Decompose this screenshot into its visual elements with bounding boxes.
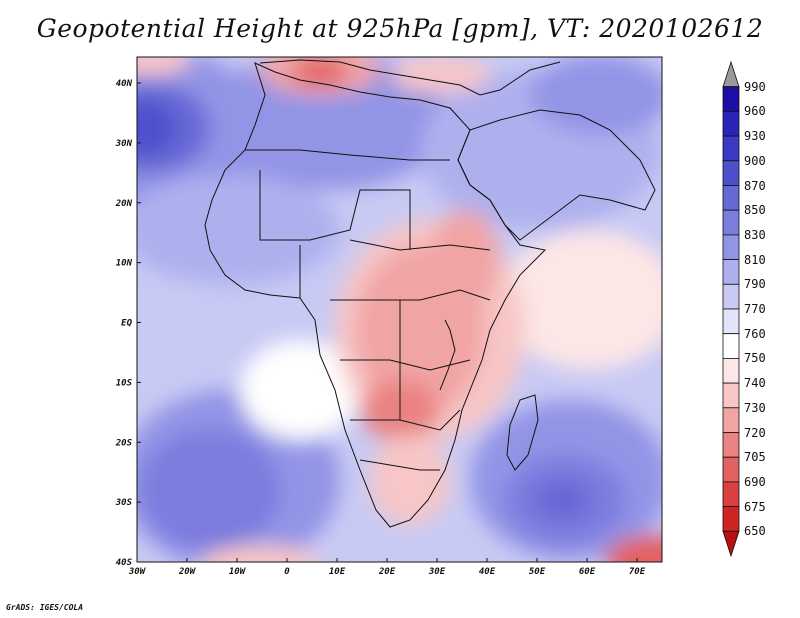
colorbar-swatch — [722, 407, 740, 433]
x-tick-label: 0 — [284, 567, 290, 577]
y-tick-label: 40S — [116, 558, 133, 568]
grads-credit: GrADS: IGES/COLA — [6, 603, 84, 612]
colorbar-label: 790 — [744, 277, 766, 292]
colorbar-swatch — [722, 86, 740, 112]
y-tick-label: 40N — [116, 79, 133, 89]
colorbar-label: 750 — [744, 351, 766, 366]
x-tick-label: 40E — [479, 567, 496, 577]
colorbar-label: 720 — [744, 425, 766, 440]
height-field — [137, 57, 662, 562]
x-tick-label: 60E — [579, 567, 596, 577]
x-tick-label: 30E — [428, 567, 446, 577]
colorbar-swatch — [722, 432, 740, 458]
colorbar-swatch — [722, 481, 740, 507]
plot-frame — [136, 56, 663, 563]
y-axis: 40N 30N 20N 10N EQ 10S 20S 30S 40S — [115, 79, 141, 568]
colorbar-label: 740 — [744, 376, 766, 391]
colorbar-label: 930 — [744, 129, 766, 144]
y-tick-label: 10S — [116, 378, 133, 388]
colorbar-label: 900 — [744, 153, 766, 168]
x-tick-label: 30W — [128, 567, 147, 577]
colorbar-swatch — [722, 259, 740, 285]
colorbar-swatch — [722, 209, 740, 236]
colorbar-swatch — [722, 283, 740, 310]
colorbar-swatch — [722, 185, 740, 211]
colorbar-label: 870 — [744, 178, 766, 193]
colorbar-label: 690 — [744, 474, 766, 489]
y-tick-label: 20N — [115, 199, 133, 209]
colorbar-swatch — [722, 234, 740, 260]
x-tick-label: 50E — [529, 567, 546, 577]
colorbar-swatch — [722, 357, 740, 384]
coastlines — [204, 59, 656, 528]
colorbar-label: 850 — [744, 203, 766, 218]
colorbar-swatch — [722, 111, 740, 137]
colorbar-swatch — [722, 160, 740, 186]
colorbar-label: 810 — [744, 252, 766, 267]
colorbar-swatch — [722, 308, 740, 335]
x-tick-label: 10E — [329, 567, 346, 577]
colorbar-label: 830 — [744, 227, 766, 242]
y-tick-label: 10N — [116, 259, 133, 269]
y-tick-label: EQ — [121, 319, 132, 329]
x-tick-label: 70E — [629, 567, 646, 577]
colorbar-label: 650 — [744, 524, 766, 539]
colorbar-swatch — [722, 333, 740, 359]
colorbar-label: 960 — [744, 104, 766, 119]
map-title: Geopotential Height at 925hPa [gpm], VT:… — [36, 14, 764, 43]
colorbar-label: 705 — [744, 450, 766, 465]
x-tick-label: 10W — [229, 567, 247, 577]
colorbar — [722, 60, 740, 558]
colorbar-label: 990 — [744, 79, 766, 94]
colorbar-label: 730 — [744, 400, 766, 415]
colorbar-swatch — [722, 456, 740, 483]
colorbar-label: 675 — [744, 499, 766, 514]
x-tick-label: 20W — [178, 567, 197, 577]
colorbar-label: 770 — [744, 302, 766, 316]
colorbar-swatch — [722, 60, 740, 88]
y-tick-label: 20S — [115, 438, 133, 448]
colorbar-swatch — [722, 382, 740, 409]
y-tick-label: 30S — [115, 498, 133, 508]
y-tick-label: 30N — [115, 139, 133, 149]
colorbar-label: 760 — [744, 326, 766, 341]
colorbar-swatch — [722, 530, 740, 558]
colorbar-swatch — [722, 506, 740, 532]
x-tick-label: 20E — [378, 567, 396, 577]
x-axis: 30W 20W 10W 0 10E 20E 30E 40E 50E 60E 70E — [128, 558, 646, 577]
colorbar-swatch — [722, 135, 740, 162]
